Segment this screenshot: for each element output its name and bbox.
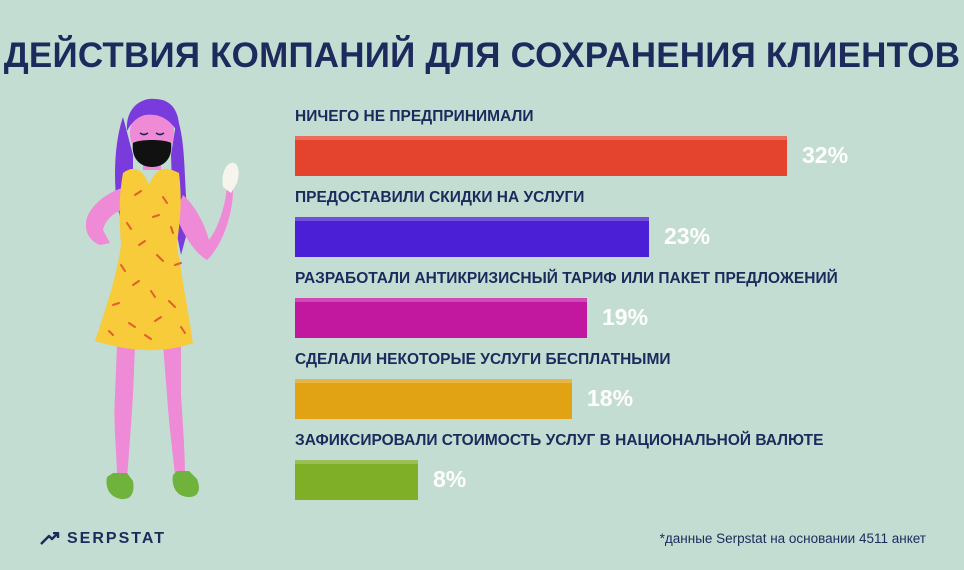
bar — [295, 460, 418, 500]
category-label: НИЧЕГО НЕ ПРЕДПРИНИМАЛИ — [295, 108, 534, 125]
value-label: 8% — [433, 466, 467, 492]
bar — [295, 298, 587, 338]
woman-in-mask-illustration — [85, 98, 239, 500]
bar — [295, 379, 572, 419]
value-label: 18% — [587, 385, 634, 411]
value-label: 32% — [802, 142, 849, 168]
bar — [295, 217, 649, 257]
logo-text: SERPSTAT — [67, 530, 166, 547]
value-label: 19% — [602, 304, 649, 330]
category-label: ПРЕДОСТАВИЛИ СКИДКИ НА УСЛУГИ — [295, 189, 585, 206]
bar — [295, 136, 787, 176]
serpstat-arrow-icon — [40, 532, 60, 545]
value-label: 23% — [664, 223, 711, 249]
category-label: СДЕЛАЛИ НЕКОТОРЫЕ УСЛУГИ БЕСПЛАТНЫМИ — [295, 351, 671, 368]
category-label: РАЗРАБОТАЛИ АНТИКРИЗИСНЫЙ ТАРИФ ИЛИ ПАКЕ… — [295, 270, 838, 287]
chart-title: ДЕЙСТВИЯ КОМПАНИЙ ДЛЯ СОХРАНЕНИЯ КЛИЕНТО… — [3, 36, 961, 75]
category-label: ЗАФИКСИРОВАЛИ СТОИМОСТЬ УСЛУГ В НАЦИОНАЛ… — [295, 432, 824, 449]
footnote: *данные Serpstat на основании 4511 анкет — [659, 531, 926, 546]
serpstat-logo: SERPSTAT — [40, 530, 166, 548]
